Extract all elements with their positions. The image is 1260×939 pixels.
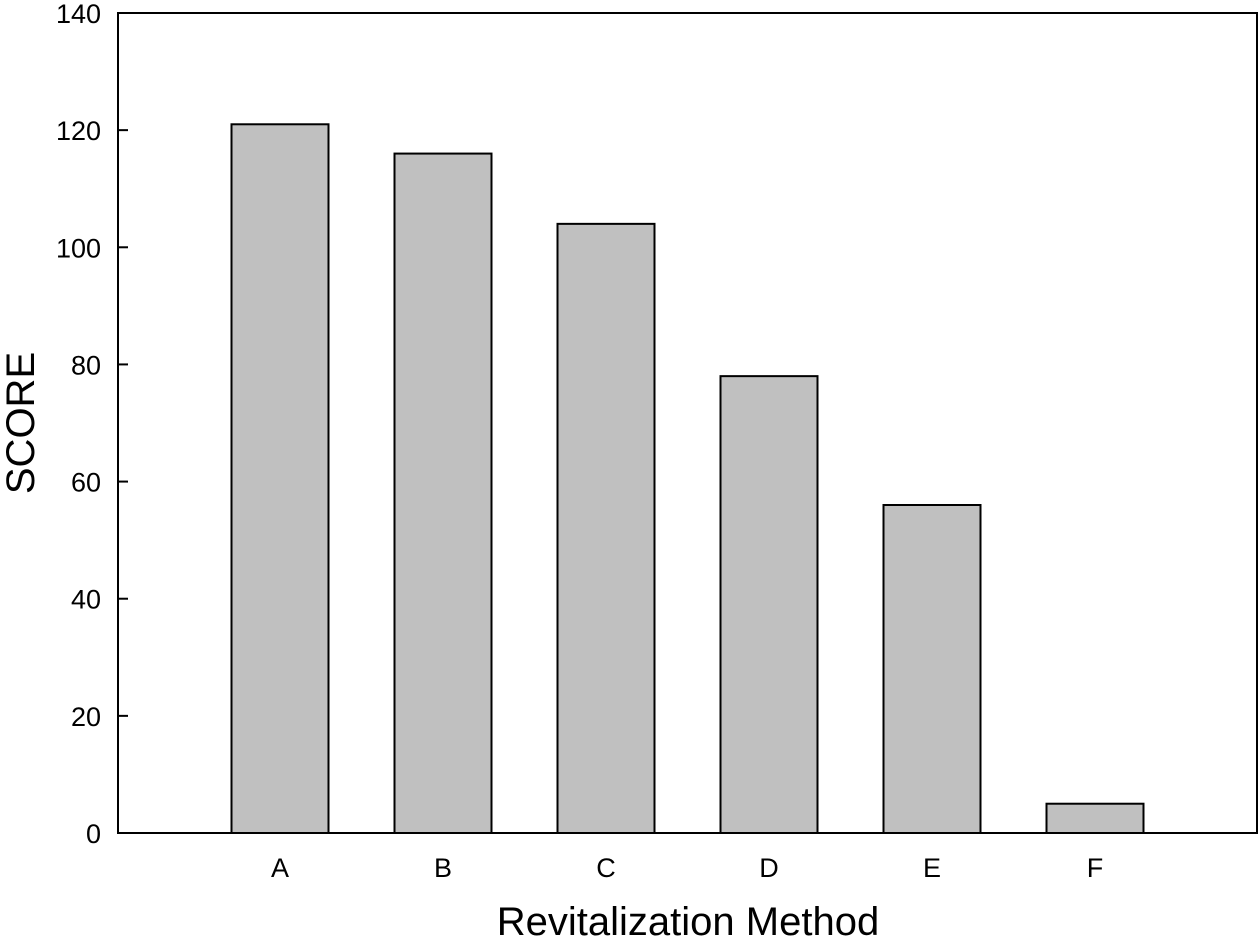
x-tick-label: C bbox=[596, 853, 616, 883]
y-tick-label: 40 bbox=[71, 585, 101, 615]
y-axis-title: SCORE bbox=[0, 352, 43, 494]
bar-e bbox=[882, 504, 982, 834]
bar-d bbox=[719, 375, 819, 834]
y-axis-ticks: 0 20 40 60 80 100 120 140 bbox=[56, 0, 128, 849]
y-tick-label: 140 bbox=[56, 0, 101, 29]
y-tick-label: 120 bbox=[56, 116, 101, 146]
bar-c bbox=[556, 222, 656, 835]
y-tick-label: 0 bbox=[86, 819, 101, 849]
y-tick-label: 80 bbox=[71, 350, 101, 380]
bar-f bbox=[1045, 802, 1145, 835]
x-tick-label: D bbox=[759, 853, 779, 883]
x-tick-label: B bbox=[434, 853, 452, 883]
plot-frame bbox=[117, 12, 1258, 834]
y-tick-label: 100 bbox=[56, 233, 101, 263]
y-tick-label: 20 bbox=[71, 702, 101, 732]
x-tick-label: E bbox=[923, 853, 941, 883]
bar-b bbox=[393, 152, 493, 835]
x-axis-title: Revitalization Method bbox=[497, 900, 879, 939]
y-tick-label: 60 bbox=[71, 468, 101, 498]
x-tick-label: F bbox=[1087, 853, 1104, 883]
x-axis-ticks: A B C D E F bbox=[271, 853, 1103, 883]
bar-a bbox=[230, 123, 330, 835]
bars-group bbox=[230, 123, 1145, 835]
x-tick-label: A bbox=[271, 853, 289, 883]
